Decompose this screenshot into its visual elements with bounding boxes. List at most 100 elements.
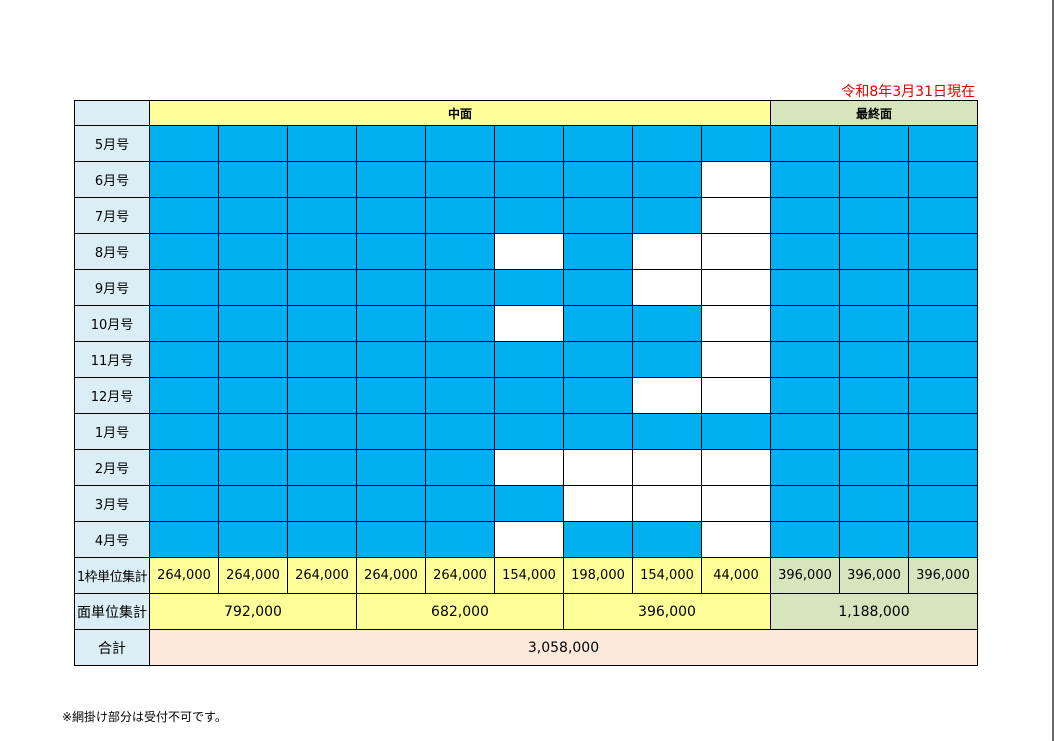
slot-available — [701, 233, 771, 270]
slot-unavailable — [425, 521, 495, 558]
slot-available — [494, 233, 564, 270]
slot-unavailable — [425, 125, 495, 162]
slot-unavailable — [425, 413, 495, 450]
slot-unavailable — [287, 485, 357, 522]
month-row: 7月号 — [74, 197, 978, 234]
slot-unavailable — [356, 233, 426, 270]
slot-unavailable — [287, 305, 357, 342]
slot-available — [632, 449, 702, 486]
month-row: 3月号 — [74, 485, 978, 522]
page-edge — [1052, 0, 1054, 741]
unit-totals-row: 1枠単位集計 264,000 264,000 264,000 264,000 264,00… — [74, 557, 978, 594]
ad-availability-table: 中面 最終面 5月号 6月号 7月号 8月号 9月号 10月号 11月号 12月号 1月号 2月号… — [74, 100, 978, 666]
slot-available — [701, 449, 771, 486]
slot-unavailable — [218, 305, 288, 342]
slot-unavailable — [287, 161, 357, 198]
slot-unavailable — [218, 521, 288, 558]
slot-unavailable — [149, 485, 219, 522]
grand-total-row: 合計 3,058,000 — [74, 629, 978, 666]
slot-unavailable — [632, 341, 702, 378]
month-label: 11月号 — [74, 341, 150, 378]
slot-unavailable — [839, 413, 909, 450]
slot-unavailable — [908, 413, 978, 450]
slot-unavailable — [494, 377, 564, 414]
month-label: 3月号 — [74, 485, 150, 522]
header-final-page: 最終面 — [770, 100, 978, 126]
as-of-date: 令和8年3月31日現在 — [841, 84, 975, 100]
slot-unavailable — [770, 125, 840, 162]
month-label: 1月号 — [74, 413, 150, 450]
slot-unavailable — [770, 377, 840, 414]
slot-unavailable — [770, 305, 840, 342]
face-total-value: 396,000 — [563, 593, 771, 630]
slot-unavailable — [149, 521, 219, 558]
slot-unavailable — [563, 125, 633, 162]
slot-unavailable — [218, 377, 288, 414]
slot-unavailable — [356, 305, 426, 342]
slot-unavailable — [770, 233, 840, 270]
slot-unavailable — [908, 197, 978, 234]
slot-unavailable — [908, 125, 978, 162]
slot-unavailable — [908, 377, 978, 414]
slot-unavailable — [356, 341, 426, 378]
month-label: 5月号 — [74, 125, 150, 162]
slot-unavailable — [770, 197, 840, 234]
slot-unavailable — [425, 269, 495, 306]
slot-unavailable — [770, 521, 840, 558]
slot-available — [494, 449, 564, 486]
slot-available — [701, 305, 771, 342]
unit-total-value: 264,000 — [218, 557, 288, 594]
slot-unavailable — [356, 449, 426, 486]
slot-unavailable — [425, 341, 495, 378]
slot-unavailable — [839, 305, 909, 342]
unit-total-value: 264,000 — [149, 557, 219, 594]
slot-unavailable — [218, 341, 288, 378]
grand-total-label: 合計 — [74, 629, 150, 666]
slot-available — [701, 341, 771, 378]
unit-total-value: 396,000 — [908, 557, 978, 594]
slot-unavailable — [149, 269, 219, 306]
slot-unavailable — [494, 125, 564, 162]
month-row: 5月号 — [74, 125, 978, 162]
slot-unavailable — [149, 377, 219, 414]
slot-unavailable — [908, 269, 978, 306]
slot-unavailable — [632, 413, 702, 450]
slot-unavailable — [149, 341, 219, 378]
month-row: 1月号 — [74, 413, 978, 450]
slot-unavailable — [908, 305, 978, 342]
slot-unavailable — [494, 485, 564, 522]
slot-available — [632, 269, 702, 306]
slot-unavailable — [701, 413, 771, 450]
slot-unavailable — [908, 161, 978, 198]
month-row: 10月号 — [74, 305, 978, 342]
slot-unavailable — [287, 233, 357, 270]
face-total-value: 682,000 — [356, 593, 564, 630]
slot-unavailable — [287, 197, 357, 234]
header-corner — [74, 100, 150, 126]
slot-unavailable — [908, 485, 978, 522]
face-totals-label: 面単位集計 — [74, 593, 150, 630]
slot-unavailable — [218, 413, 288, 450]
slot-unavailable — [908, 449, 978, 486]
month-label: 4月号 — [74, 521, 150, 558]
face-total-value: 1,188,000 — [770, 593, 978, 630]
slot-unavailable — [563, 161, 633, 198]
month-row: 6月号 — [74, 161, 978, 198]
slot-unavailable — [425, 197, 495, 234]
slot-unavailable — [356, 161, 426, 198]
slot-unavailable — [494, 197, 564, 234]
slot-unavailable — [839, 269, 909, 306]
slot-unavailable — [632, 521, 702, 558]
slot-unavailable — [770, 161, 840, 198]
slot-unavailable — [908, 521, 978, 558]
slot-unavailable — [425, 233, 495, 270]
slot-unavailable — [563, 341, 633, 378]
slot-available — [632, 233, 702, 270]
header-row: 中面 最終面 — [74, 100, 978, 126]
slot-available — [701, 377, 771, 414]
slot-unavailable — [632, 161, 702, 198]
slot-unavailable — [563, 413, 633, 450]
month-row: 12月号 — [74, 377, 978, 414]
month-label: 12月号 — [74, 377, 150, 414]
slot-available — [701, 485, 771, 522]
